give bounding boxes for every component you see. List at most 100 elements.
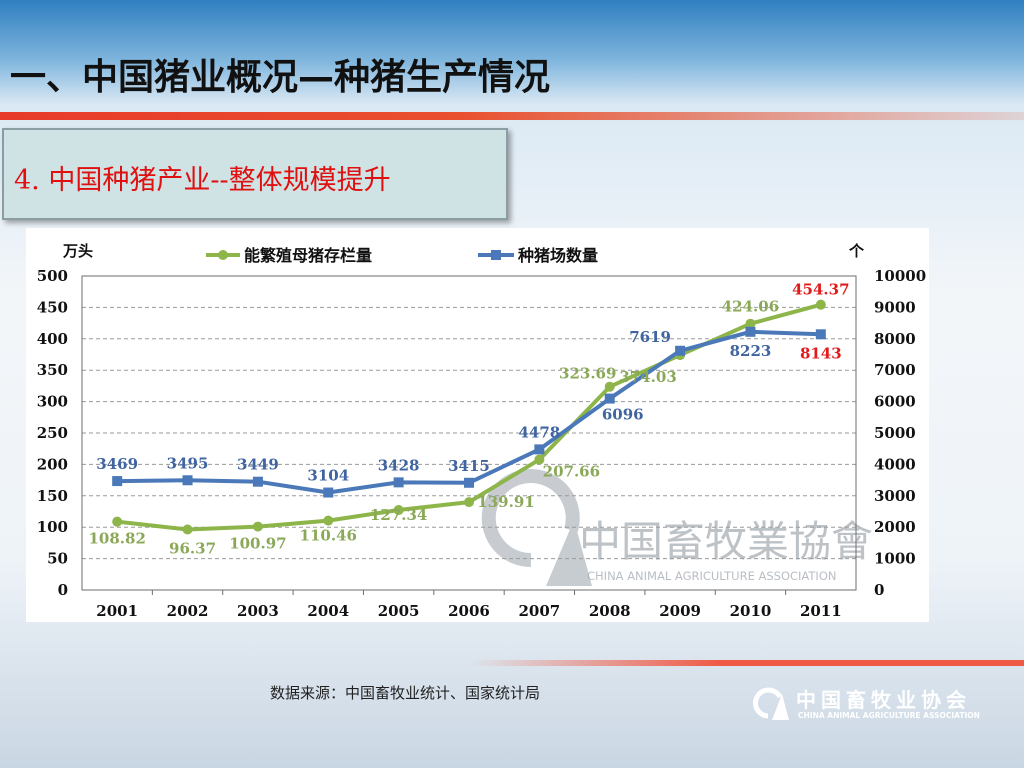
farm-value-label: 3449 bbox=[237, 456, 279, 474]
subtitle-box: 4. 中国种猪产业--整体规模提升 bbox=[2, 128, 508, 220]
series-layer bbox=[112, 299, 826, 535]
farm-point bbox=[393, 477, 404, 488]
farm-point bbox=[675, 345, 686, 356]
x-tick-label: 2007 bbox=[518, 602, 560, 620]
x-tick-label: 2001 bbox=[96, 602, 138, 620]
organization-name: 中国畜牧业协会 bbox=[796, 688, 971, 712]
sow-value-label: 139.91 bbox=[477, 493, 534, 511]
sow-value-label: 96.37 bbox=[169, 539, 216, 557]
sow-point bbox=[182, 524, 193, 535]
sow-point bbox=[112, 516, 123, 527]
x-tick-label: 2011 bbox=[800, 602, 842, 620]
y-right-axis-label: 个 bbox=[848, 242, 865, 260]
farm-value-label: 7619 bbox=[629, 328, 671, 346]
sow-point bbox=[815, 299, 826, 310]
farm-point bbox=[604, 393, 615, 404]
sow-point bbox=[604, 381, 615, 392]
farm-value-label: 6096 bbox=[602, 406, 644, 424]
header-accent-stripe bbox=[0, 112, 1024, 120]
chart-panel: 中国畜牧業協會 CHINA ANIMAL AGRICULTURE ASSOCIA… bbox=[26, 228, 929, 622]
sow-point bbox=[393, 505, 404, 516]
sow-value-label: 110.46 bbox=[300, 527, 357, 545]
y-right-tick-label: 1000 bbox=[874, 550, 916, 568]
farm-value-label: 3415 bbox=[448, 457, 490, 475]
farm-point bbox=[534, 444, 545, 455]
y-left-tick-label: 350 bbox=[37, 361, 68, 379]
plot-frame bbox=[81, 275, 857, 591]
farm-value-label: 8143 bbox=[800, 344, 842, 362]
data-labels: 108.82 96.37 100.97 110.46 127.34 139.91 207.6… bbox=[88, 281, 849, 558]
y-left-tick-label: 500 bbox=[37, 267, 68, 285]
organization-logo: 中国畜牧业协会 CHINA ANIMAL AGRICULTURE ASSOCIA… bbox=[752, 684, 1002, 724]
farm-point bbox=[464, 477, 474, 488]
y-right-tick-label: 2000 bbox=[874, 518, 916, 536]
y-right-tick-label: 10000 bbox=[874, 267, 926, 285]
y-left-tick-label: 400 bbox=[37, 330, 68, 348]
sow-value-label: 108.82 bbox=[88, 530, 145, 548]
farm-point bbox=[112, 476, 123, 487]
y-right-tick-label: 6000 bbox=[874, 393, 916, 411]
farm-value-label: 3104 bbox=[307, 467, 349, 485]
y-left-axis-label: 万头 bbox=[62, 242, 93, 260]
farm-point bbox=[323, 487, 334, 498]
y-left-tick-label: 100 bbox=[37, 518, 68, 536]
sow-value-label: 424.06 bbox=[722, 298, 779, 316]
y-right-tick-label: 7000 bbox=[874, 361, 916, 379]
y-right-tick-label: 4000 bbox=[874, 455, 916, 473]
legend: 能繁殖母猪存栏量 种猪场数量 bbox=[206, 246, 598, 265]
watermark-en-text: CHINA ANIMAL AGRICULTURE ASSOCIATION bbox=[587, 569, 836, 583]
y-left-tick-label: 450 bbox=[37, 298, 68, 316]
y-left-tick-label: 200 bbox=[37, 455, 68, 473]
y-left-tick-label: 50 bbox=[47, 550, 68, 568]
footer-accent-stripe bbox=[470, 660, 1024, 666]
x-tick-label: 2003 bbox=[237, 602, 279, 620]
farm-point bbox=[745, 326, 756, 337]
legend-sow-marker bbox=[218, 250, 228, 260]
farm-value-label: 8223 bbox=[730, 342, 772, 360]
y-left-tick-label: 250 bbox=[37, 424, 68, 442]
farm-point bbox=[182, 475, 193, 486]
sow-value-label: 127.34 bbox=[370, 506, 427, 524]
x-tick-label: 2006 bbox=[448, 602, 490, 620]
watermark-logo: 中国畜牧業協會 CHINA ANIMAL AGRICULTURE ASSOCIA… bbox=[481, 469, 873, 586]
y-left-tick-label: 150 bbox=[37, 487, 68, 505]
x-tick-label: 2010 bbox=[730, 602, 772, 620]
chart-svg: 中国畜牧業協會 CHINA ANIMAL AGRICULTURE ASSOCIA… bbox=[37, 242, 927, 620]
legend-sow-label: 能繁殖母猪存栏量 bbox=[244, 246, 372, 265]
slide-title: 一、中国猪业概况—种猪生产情况 bbox=[10, 57, 551, 98]
organization-name-en: CHINA ANIMAL AGRICULTURE ASSOCIATION bbox=[798, 711, 980, 720]
sow-value-label: 323.69 bbox=[559, 365, 616, 383]
y-right-tick-label: 0 bbox=[874, 581, 884, 599]
organization-logo-icon bbox=[752, 687, 789, 720]
x-tick-label: 2004 bbox=[307, 602, 349, 620]
sow-value-label: 100.97 bbox=[229, 535, 286, 553]
watermark-cn-text: 中国畜牧業協會 bbox=[579, 517, 873, 566]
farm-point bbox=[252, 476, 263, 487]
sow-value-label: 454.37 bbox=[792, 281, 849, 299]
farm-value-label: 4478 bbox=[518, 423, 560, 441]
y-right-tick-label: 5000 bbox=[874, 424, 916, 442]
sow-value-label: 207.66 bbox=[543, 463, 600, 481]
x-tick-label: 2008 bbox=[589, 602, 631, 620]
farm-value-label: 3428 bbox=[378, 456, 420, 474]
data-source-note: 数据来源：中国畜牧业统计、国家统计局 bbox=[270, 684, 541, 702]
axes: 0501001502002503003504004505000100020003… bbox=[37, 242, 927, 620]
farm-point bbox=[815, 329, 826, 340]
sow-point bbox=[534, 454, 545, 465]
y-left-tick-label: 300 bbox=[37, 393, 68, 411]
y-right-tick-label: 8000 bbox=[874, 330, 916, 348]
sow-point bbox=[464, 497, 474, 508]
x-tick-label: 2002 bbox=[167, 602, 209, 620]
x-tick-label: 2009 bbox=[659, 602, 701, 620]
watermark-emblem bbox=[481, 469, 592, 586]
sow-point bbox=[252, 521, 263, 532]
y-right-tick-label: 9000 bbox=[874, 298, 916, 316]
farm-value-label: 3469 bbox=[96, 455, 138, 473]
subtitle-text: 4. 中国种猪产业--整体规模提升 bbox=[14, 165, 391, 196]
legend-farm-label: 种猪场数量 bbox=[517, 246, 598, 265]
sow-value-label: 374.03 bbox=[619, 368, 676, 386]
y-left-tick-label: 0 bbox=[58, 581, 68, 599]
sow-point bbox=[745, 318, 756, 329]
legend-farm-marker bbox=[491, 250, 501, 260]
y-right-tick-label: 3000 bbox=[874, 487, 916, 505]
